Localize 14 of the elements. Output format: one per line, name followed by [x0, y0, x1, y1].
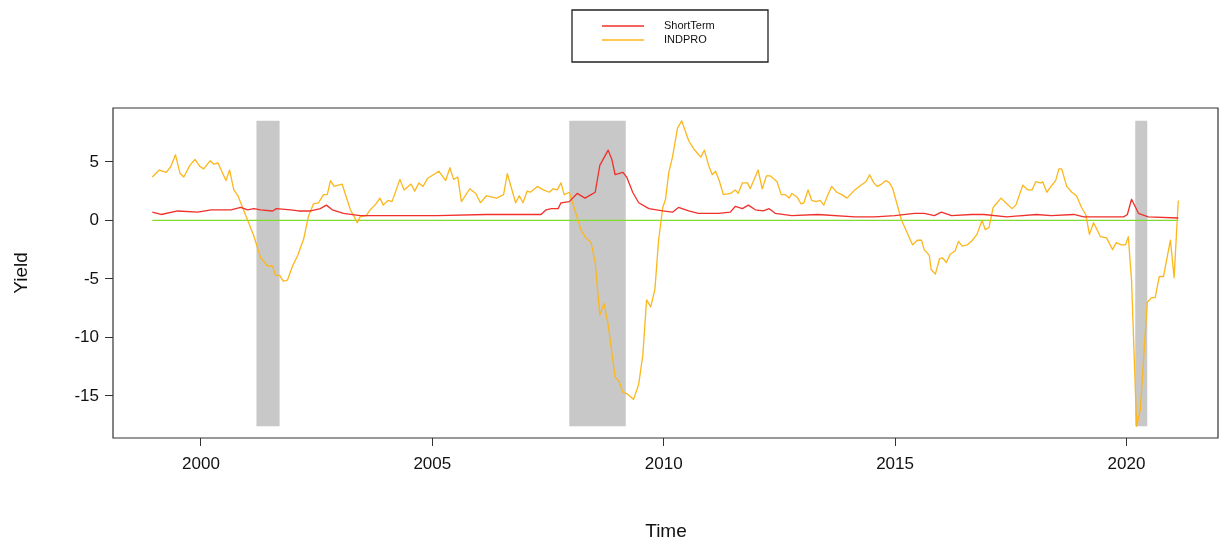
- y-axis-title: Yield: [10, 252, 32, 294]
- x-tick-label: 2000: [182, 453, 220, 473]
- y-tick-label: -15: [74, 385, 99, 405]
- y-tick-label: 0: [89, 210, 99, 230]
- y-tick-label: -10: [74, 327, 99, 347]
- y-tick-label: 5: [89, 151, 99, 171]
- legend-label: INDPRO: [664, 33, 708, 46]
- legend-label: ShortTerm: [664, 19, 715, 32]
- x-tick-label: 2015: [876, 453, 914, 473]
- y-tick-label: -5: [83, 268, 99, 288]
- x-tick-label: 2005: [413, 453, 452, 473]
- x-axis-title: Time: [645, 520, 687, 542]
- x-tick-label: 2010: [644, 453, 683, 473]
- x-tick-label: 2020: [1107, 453, 1146, 473]
